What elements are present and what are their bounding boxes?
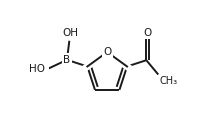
Text: OH: OH [63,28,78,38]
Text: O: O [143,28,152,38]
Text: O: O [103,47,111,57]
Text: B: B [63,55,70,65]
Text: CH₃: CH₃ [159,76,178,86]
Text: HO: HO [29,64,46,74]
